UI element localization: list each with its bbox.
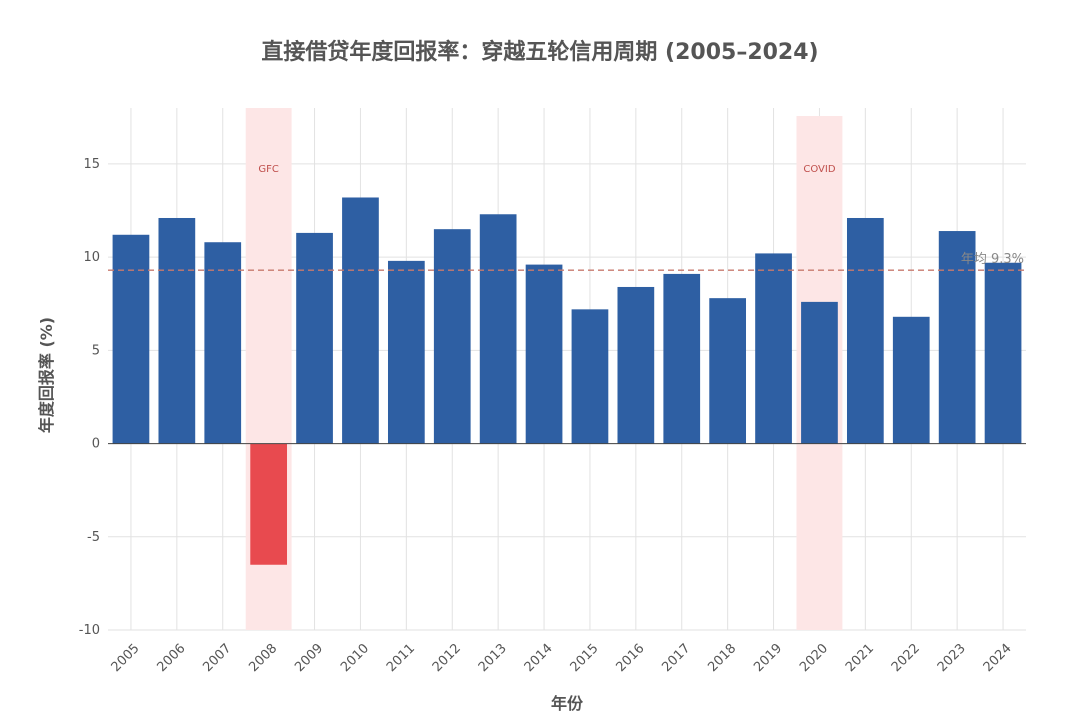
bar <box>663 273 701 444</box>
bar <box>525 264 563 444</box>
bar <box>617 286 655 444</box>
y-tick-label: 5 <box>92 343 100 358</box>
x-tick-label: 2015 <box>568 641 602 675</box>
y-tick-label: -10 <box>79 623 100 638</box>
bar <box>296 232 333 444</box>
x-tick-label: 2019 <box>751 641 785 675</box>
y-axis-title: 年度回报率 (%) <box>37 317 56 433</box>
y-tick-label: 0 <box>92 437 100 452</box>
bar <box>571 309 609 444</box>
y-tick-label: 10 <box>83 250 100 265</box>
bar <box>479 214 517 444</box>
bar <box>709 298 747 444</box>
x-tick-label: 2008 <box>246 641 280 675</box>
shaded-period-label: GFC <box>258 164 279 175</box>
bar <box>158 217 196 444</box>
bar <box>755 253 792 444</box>
x-tick-label: 2007 <box>200 641 234 675</box>
x-tick-label: 2023 <box>935 641 969 675</box>
x-tick-label: 2016 <box>613 641 647 675</box>
x-tick-label: 2012 <box>430 641 464 675</box>
x-tick-label: 2009 <box>292 641 326 675</box>
x-tick-label: 2011 <box>384 641 418 675</box>
bar <box>250 443 288 565</box>
bar <box>984 262 1022 444</box>
bar <box>387 260 425 444</box>
bar <box>846 217 884 444</box>
bar <box>938 231 976 444</box>
reference-line-layer: 年均 9.3% <box>108 252 1026 271</box>
bar <box>801 301 838 444</box>
x-axis-title: 年份 <box>551 694 584 713</box>
x-tick-label: 2020 <box>797 641 831 675</box>
x-tick-label: 2005 <box>109 641 143 675</box>
bar <box>204 242 242 444</box>
reference-line-label: 年均 9.3% <box>961 252 1024 267</box>
x-tick-label: 2010 <box>338 641 372 675</box>
bar <box>433 229 471 444</box>
y-tick-label: -5 <box>87 530 100 545</box>
bar <box>342 197 379 444</box>
bar <box>892 316 930 444</box>
x-tick-label: 2017 <box>659 641 693 675</box>
x-tick-label: 2024 <box>981 641 1015 675</box>
y-tick-label: 15 <box>83 157 100 172</box>
x-tick-label: 2013 <box>476 641 510 675</box>
x-tick-label: 2018 <box>705 641 739 675</box>
x-tick-label: 2022 <box>889 641 923 675</box>
x-tick-label: 2014 <box>522 641 556 675</box>
x-tick-label: 2006 <box>154 641 188 675</box>
x-tick-label: 2021 <box>843 641 877 675</box>
bar <box>112 234 150 444</box>
chart-title: 直接借贷年度回报率：穿越五轮信用周期 (2005–2024) <box>261 40 819 65</box>
shaded-period-label: COVID <box>803 164 835 175</box>
